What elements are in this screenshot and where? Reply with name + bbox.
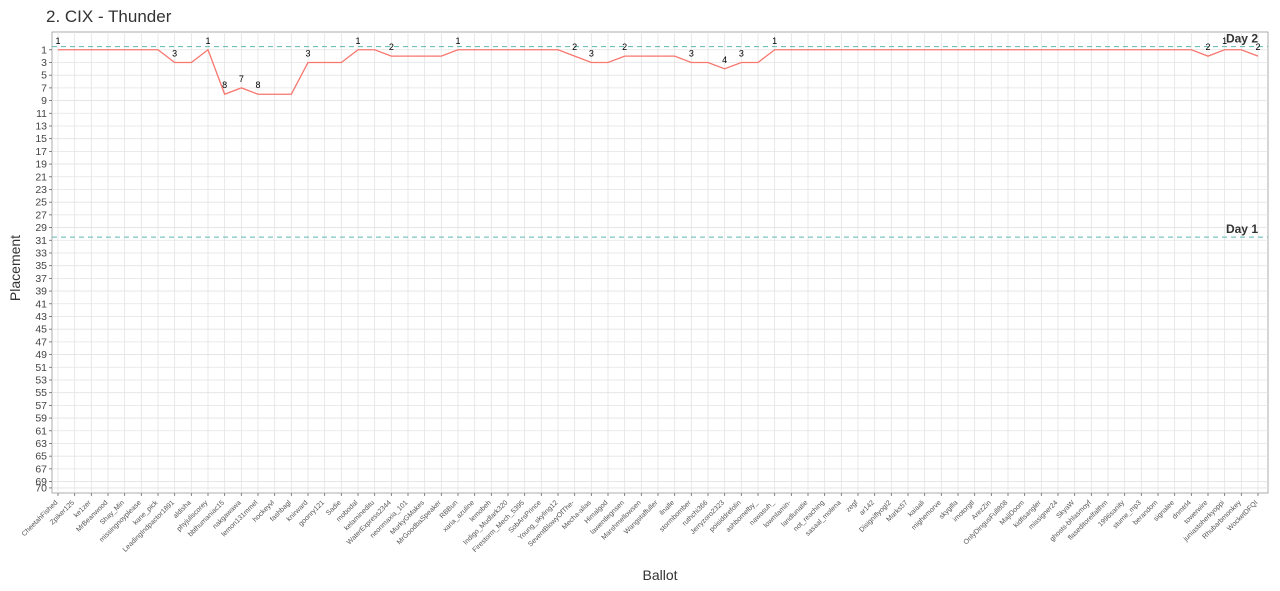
data-label: 3 — [739, 48, 744, 58]
y-tick-label: 37 — [35, 273, 47, 285]
data-label: 1 — [205, 36, 210, 46]
y-tick-label: 17 — [35, 146, 47, 158]
y-tick-label: 70 — [35, 482, 47, 494]
data-label: 1 — [455, 36, 460, 46]
data-label: 3 — [305, 48, 310, 58]
x-tick-label: zegf — [845, 499, 859, 513]
chart-title: 2. CIX - Thunder — [46, 7, 172, 26]
y-tick-label: 1 — [41, 44, 47, 56]
y-tick-label: 33 — [35, 247, 47, 259]
y-tick-label: 13 — [35, 120, 47, 132]
data-label: 2 — [1205, 42, 1210, 52]
y-tick-label: 55 — [35, 387, 47, 399]
y-tick-label: 9 — [41, 95, 47, 107]
data-label: 3 — [172, 48, 177, 58]
y-tick-label: 27 — [35, 209, 47, 221]
y-tick-label: 25 — [35, 197, 47, 209]
data-label: 1 — [55, 36, 60, 46]
y-tick-label: 43 — [35, 311, 47, 323]
y-tick-label: 69 — [35, 476, 47, 488]
y-tick-label: 31 — [35, 235, 47, 247]
x-axis-label: Ballot — [642, 567, 677, 583]
y-tick-label: 59 — [35, 413, 47, 425]
data-label: 1 — [1222, 36, 1227, 46]
y-tick-label: 5 — [41, 70, 47, 82]
plot-panel — [51, 31, 1269, 494]
y-tick-label: 63 — [35, 438, 47, 450]
y-tick-label: 47 — [35, 336, 47, 348]
y-tick-label: 57 — [35, 400, 47, 412]
y-tick-label: 39 — [35, 286, 47, 298]
y-tick-label: 11 — [36, 108, 47, 120]
y-tick-label: 45 — [35, 324, 47, 336]
y-tick-label: 23 — [35, 184, 47, 196]
y-tick-label: 53 — [35, 374, 47, 386]
y-axis-label: Placement — [7, 235, 23, 301]
data-label: 8 — [222, 80, 227, 90]
data-label: 8 — [255, 80, 260, 90]
y-tick-label: 7 — [41, 82, 47, 94]
data-label: 3 — [589, 48, 594, 58]
y-tick-label: 19 — [35, 159, 47, 171]
data-label: 2 — [389, 42, 394, 52]
data-label: 2 — [572, 42, 577, 52]
y-tick-label: 15 — [35, 133, 47, 145]
y-tick-label: 21 — [35, 171, 47, 183]
y-tick-label: 51 — [35, 362, 47, 374]
y-tick-label: 61 — [35, 425, 47, 437]
data-label: 2 — [1255, 42, 1260, 52]
data-label: 2 — [622, 42, 627, 52]
series-line — [58, 48, 1259, 96]
x-tick-label: WocketDFQI — [1226, 499, 1259, 532]
y-tick-label: 35 — [35, 260, 47, 272]
data-label: 3 — [689, 48, 694, 58]
reference-label: Day 1 — [1226, 222, 1258, 236]
reference-label: Day 2 — [1226, 32, 1258, 46]
y-tick-label: 49 — [35, 349, 47, 361]
y-tick-label: 41 — [35, 298, 47, 310]
y-tick-label: 3 — [41, 57, 47, 69]
data-label: 1 — [772, 36, 777, 46]
data-label: 1 — [355, 36, 360, 46]
y-tick-label: 67 — [35, 463, 47, 475]
y-tick-label: 29 — [35, 222, 47, 234]
data-label: 7 — [239, 74, 244, 84]
data-label: 4 — [722, 55, 727, 65]
y-tick-label: 65 — [35, 451, 47, 463]
